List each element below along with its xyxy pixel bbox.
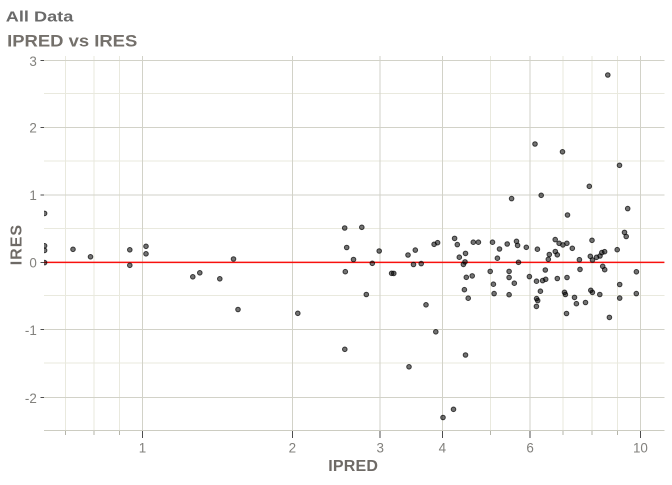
svg-text:2: 2 (29, 121, 36, 136)
svg-text:10: 10 (633, 440, 648, 455)
svg-text:1: 1 (139, 440, 146, 455)
svg-text:-1: -1 (25, 323, 37, 338)
svg-text:1: 1 (29, 188, 36, 203)
svg-text:IPRED: IPRED (328, 458, 378, 475)
svg-text:-2: -2 (25, 391, 37, 406)
svg-text:All Data: All Data (6, 9, 75, 25)
svg-text:0: 0 (29, 256, 36, 271)
svg-text:3: 3 (29, 54, 36, 69)
svg-text:IRES: IRES (8, 224, 25, 265)
svg-text:IPRED vs IRES: IPRED vs IRES (7, 33, 137, 51)
svg-text:2: 2 (289, 440, 296, 455)
svg-text:3: 3 (376, 440, 383, 455)
svg-text:4: 4 (439, 440, 447, 455)
svg-text:6: 6 (526, 440, 533, 455)
